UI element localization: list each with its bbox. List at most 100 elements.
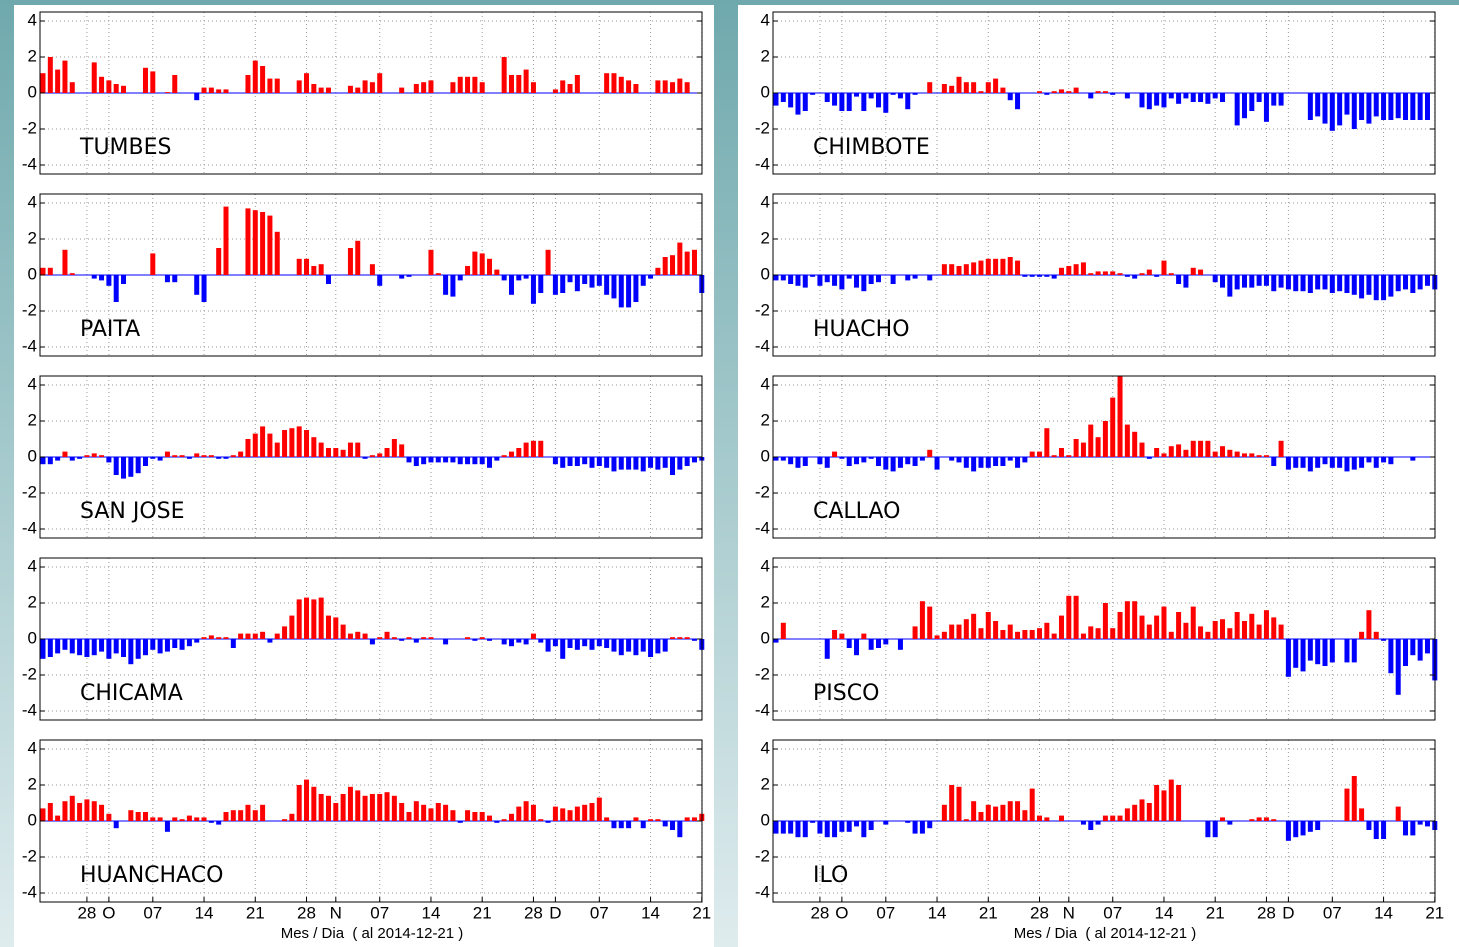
- bar: [1139, 442, 1145, 457]
- bar: [1359, 93, 1365, 120]
- bar: [428, 80, 434, 93]
- y-tick-label: 0: [761, 446, 770, 465]
- bar: [861, 275, 867, 292]
- bar: [1278, 93, 1284, 106]
- bar: [1403, 821, 1409, 836]
- bar: [1381, 93, 1387, 120]
- bar: [245, 439, 251, 457]
- bar: [494, 269, 500, 275]
- bar: [941, 264, 947, 275]
- bar: [670, 637, 676, 639]
- bar: [216, 821, 222, 825]
- bar: [355, 87, 361, 93]
- bar: [824, 93, 830, 102]
- bar: [883, 821, 889, 825]
- bar: [1007, 257, 1013, 275]
- bar: [538, 639, 544, 643]
- bar: [861, 457, 867, 463]
- bar: [223, 812, 229, 821]
- bar: [640, 275, 646, 286]
- bar: [662, 257, 668, 275]
- bar: [230, 455, 236, 457]
- bar: [1227, 821, 1233, 825]
- bar: [912, 93, 918, 95]
- bar: [113, 457, 119, 475]
- y-tick-label: -4: [22, 336, 37, 355]
- bar: [824, 639, 830, 659]
- bar: [1359, 457, 1365, 468]
- bar: [508, 451, 514, 457]
- bar: [508, 813, 514, 821]
- bar: [194, 275, 200, 295]
- y-tick-label: 2: [761, 592, 770, 611]
- bar: [1366, 457, 1372, 463]
- bar: [1168, 273, 1174, 275]
- bar: [993, 621, 999, 639]
- x-tick-label: D: [1282, 903, 1294, 922]
- bar: [450, 457, 456, 463]
- bar: [1234, 93, 1240, 126]
- bar: [406, 275, 412, 277]
- bar: [1088, 424, 1094, 457]
- bar: [684, 457, 690, 466]
- station-label: CHIMBOTE: [813, 135, 930, 160]
- y-tick-label: 2: [28, 228, 37, 247]
- bar: [142, 67, 148, 93]
- y-tick-label: 0: [28, 264, 37, 283]
- bar: [1000, 804, 1006, 821]
- bar: [1220, 446, 1226, 457]
- bar: [77, 803, 83, 821]
- bar: [1066, 455, 1072, 457]
- bar: [1278, 624, 1284, 639]
- y-tick-label: 0: [761, 82, 770, 101]
- bar: [949, 457, 955, 461]
- x-tick-label: 07: [370, 903, 389, 922]
- y-tick-label: -2: [755, 664, 770, 683]
- bar: [560, 457, 566, 468]
- bar: [1198, 93, 1204, 102]
- bar: [905, 275, 911, 281]
- bar: [1300, 821, 1306, 836]
- bar: [179, 639, 185, 650]
- bar: [846, 457, 852, 466]
- bar: [304, 258, 310, 275]
- bar: [633, 817, 639, 821]
- bar: [399, 444, 405, 457]
- bar: [406, 812, 412, 821]
- bar: [406, 457, 412, 463]
- bar: [993, 806, 999, 821]
- bar: [274, 633, 280, 639]
- bar: [691, 249, 697, 275]
- bar: [1015, 801, 1021, 821]
- bar: [186, 457, 192, 459]
- bar: [172, 639, 178, 648]
- bar: [1403, 93, 1409, 120]
- bar: [47, 639, 53, 657]
- bar: [633, 639, 639, 656]
- bar: [1154, 615, 1160, 639]
- y-tick-label: -2: [755, 846, 770, 865]
- bar: [633, 84, 639, 93]
- bar: [640, 639, 646, 652]
- bar: [369, 639, 375, 645]
- bar: [377, 637, 383, 639]
- bar: [194, 639, 200, 643]
- bar: [1102, 91, 1108, 93]
- bar: [1146, 457, 1152, 459]
- bar: [662, 457, 668, 468]
- bar: [1117, 273, 1123, 275]
- bar: [897, 457, 903, 468]
- bar: [55, 639, 61, 654]
- bar: [347, 786, 353, 821]
- y-tick-label: -2: [755, 482, 770, 501]
- bar: [333, 617, 339, 639]
- bar: [670, 255, 676, 275]
- bar: [971, 801, 977, 821]
- bar: [1373, 93, 1379, 117]
- y-tick-label: 2: [761, 774, 770, 793]
- station-label: HUANCHACO: [80, 863, 223, 888]
- bar: [1300, 639, 1306, 672]
- bar: [1161, 790, 1167, 821]
- bar: [99, 76, 105, 93]
